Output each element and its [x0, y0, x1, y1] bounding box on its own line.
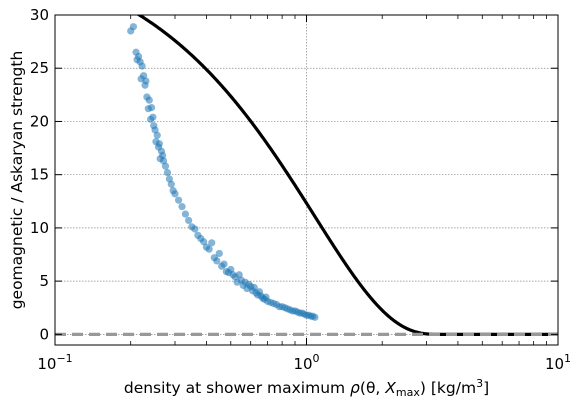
- data-point: [208, 239, 216, 247]
- x-tick-label: 100: [293, 352, 319, 373]
- data-point: [200, 238, 208, 246]
- x-tick-label: 10−1: [37, 352, 72, 373]
- x-axis-label: density at shower maximum ρ(θ, Xmax) [kg…: [124, 377, 489, 399]
- y-tick-label: 15: [30, 166, 49, 184]
- data-point: [161, 162, 170, 170]
- data-point: [145, 96, 153, 104]
- data-point: [142, 77, 150, 85]
- data-point: [159, 151, 167, 160]
- data-point: [153, 131, 161, 139]
- y-tick-label: 20: [30, 112, 49, 130]
- data-point: [181, 210, 190, 218]
- data-point: [191, 225, 199, 233]
- plot-area: [55, 15, 558, 336]
- data-point: [149, 113, 157, 121]
- data-point: [155, 140, 163, 148]
- x-tick-label: 101: [545, 352, 571, 373]
- y-tick-label: 0: [39, 325, 49, 343]
- data-point: [174, 196, 183, 204]
- data-point: [178, 203, 186, 211]
- plot-frame: [54, 14, 559, 346]
- data-point: [205, 245, 213, 253]
- y-tick-label: 25: [30, 59, 49, 77]
- data-point: [185, 216, 193, 225]
- data-point: [147, 104, 156, 112]
- y-tick-label: 30: [30, 6, 49, 24]
- data-point: [171, 190, 179, 198]
- data-point: [129, 23, 138, 31]
- y-tick-label: 5: [39, 272, 49, 290]
- data-point: [167, 180, 175, 188]
- data-point: [213, 257, 221, 265]
- data-point: [215, 249, 223, 258]
- data-point: [138, 62, 146, 70]
- data-point: [311, 313, 319, 321]
- tick-labels: 10−1 100 101 0 5 10 15 20 25 30: [30, 6, 571, 373]
- y-tick-label: 10: [30, 219, 49, 237]
- data-point: [220, 260, 228, 268]
- data-point: [163, 168, 172, 177]
- y-axis-label: geomagnetic / Askaryan strength: [8, 51, 26, 310]
